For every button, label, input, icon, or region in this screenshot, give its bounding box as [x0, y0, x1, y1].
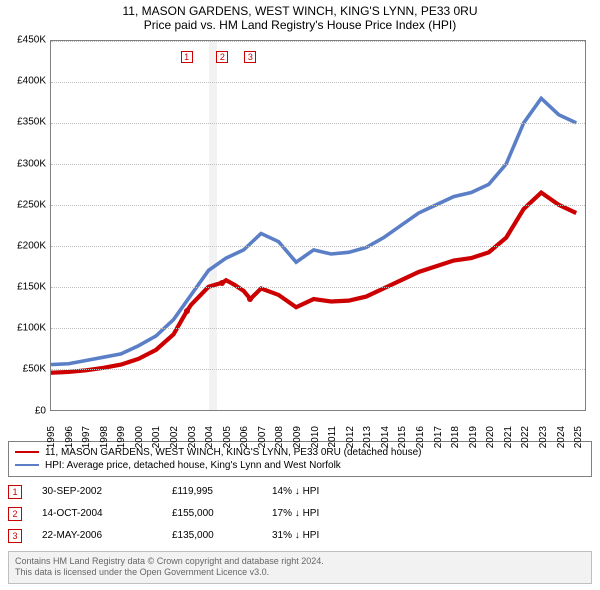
- series-lines: [51, 41, 585, 410]
- sale-number-badge: 2: [8, 507, 22, 521]
- y-tick-label: £100K: [17, 323, 46, 334]
- sale-delta-vs-hpi: 14% ↓ HPI: [272, 486, 392, 497]
- gridline-h: [51, 246, 585, 247]
- sale-marker-label: 2: [216, 51, 228, 63]
- series-line-property: [51, 193, 576, 373]
- x-tick-label: 2007: [257, 426, 268, 448]
- sale-row: 1 30-SEP-2002£119,99514% ↓ HPI: [8, 481, 592, 503]
- y-tick-label: £200K: [17, 240, 46, 251]
- x-tick-label: 2017: [433, 426, 444, 448]
- gridline-h: [51, 41, 585, 42]
- x-tick-label: 2001: [151, 426, 162, 448]
- gridline-h: [51, 328, 585, 329]
- sale-date: 30-SEP-2002: [42, 486, 172, 497]
- x-tick-label: 2005: [222, 426, 233, 448]
- x-tick-label: 1999: [116, 426, 127, 448]
- sale-price: £135,000: [172, 530, 272, 541]
- x-tick-label: 1996: [64, 426, 75, 448]
- x-tick-label: 2015: [397, 426, 408, 448]
- x-tick-label: 2000: [134, 426, 145, 448]
- gridline-h: [51, 205, 585, 206]
- sale-marker-dot: [247, 296, 253, 302]
- x-tick-label: 2019: [468, 426, 479, 448]
- x-tick-label: 2016: [415, 426, 426, 448]
- legend-item: HPI: Average price, detached house, King…: [15, 459, 585, 472]
- x-tick-label: 2011: [327, 426, 338, 448]
- sale-number-badge: 3: [8, 529, 22, 543]
- title-sub: Price paid vs. HM Land Registry's House …: [8, 18, 592, 32]
- title-main: 11, MASON GARDENS, WEST WINCH, KING'S LY…: [8, 4, 592, 18]
- sale-date: 22-MAY-2006: [42, 530, 172, 541]
- sale-marker-dot: [219, 280, 225, 286]
- gridline-h: [51, 123, 585, 124]
- sales-table: 1 30-SEP-2002£119,99514% ↓ HPI 2 14-OCT-200…: [8, 481, 592, 547]
- plot-area: 1 2 3: [50, 40, 586, 411]
- sale-price: £119,995: [172, 486, 272, 497]
- sale-delta-vs-hpi: 17% ↓ HPI: [272, 508, 392, 519]
- footer-attribution: Contains HM Land Registry data © Crown c…: [8, 551, 592, 584]
- x-tick-label: 2014: [380, 426, 391, 448]
- sale-marker-dot: [184, 308, 190, 314]
- sale-price: £155,000: [172, 508, 272, 519]
- gridline-h: [51, 369, 585, 370]
- y-tick-label: £250K: [17, 199, 46, 210]
- chart-area: £0 £50K £100K £150K £200K £250K £300K £350K £400…: [8, 36, 592, 437]
- x-tick-label: 2009: [292, 426, 303, 448]
- x-tick-label: 1998: [99, 426, 110, 448]
- legend-swatch: [15, 451, 39, 453]
- sale-marker-label: 3: [244, 51, 256, 63]
- y-tick-label: £350K: [17, 117, 46, 128]
- legend-swatch: [15, 464, 39, 466]
- y-tick-label: £150K: [17, 282, 46, 293]
- sale-row: 2 14-OCT-2004£155,00017% ↓ HPI: [8, 503, 592, 525]
- sale-delta-vs-hpi: 31% ↓ HPI: [272, 530, 392, 541]
- x-tick-label: 1997: [81, 426, 92, 448]
- legend-label: 11, MASON GARDENS, WEST WINCH, KING'S LY…: [45, 447, 421, 458]
- x-tick-label: 2013: [362, 426, 373, 448]
- chart-container: 11, MASON GARDENS, WEST WINCH, KING'S LY…: [0, 0, 600, 590]
- x-tick-label: 2006: [239, 426, 250, 448]
- titles-block: 11, MASON GARDENS, WEST WINCH, KING'S LY…: [0, 0, 600, 34]
- x-tick-label: 2002: [169, 426, 180, 448]
- x-tick-label: 2010: [310, 426, 321, 448]
- y-tick-label: £400K: [17, 76, 46, 87]
- legend-label: HPI: Average price, detached house, King…: [45, 460, 341, 471]
- x-tick-label: 1995: [46, 426, 57, 448]
- footer-line-1: Contains HM Land Registry data © Crown c…: [15, 556, 585, 568]
- x-axis-ticks: 1995199619971998199920002001200220032004…: [50, 413, 586, 437]
- x-tick-label: 2022: [520, 426, 531, 448]
- sale-number-badge: 1: [8, 485, 22, 499]
- y-tick-label: £50K: [23, 364, 46, 375]
- sale-date: 14-OCT-2004: [42, 508, 172, 519]
- x-tick-label: 2004: [204, 426, 215, 448]
- x-tick-label: 2008: [274, 426, 285, 448]
- x-tick-label: 2012: [345, 426, 356, 448]
- x-tick-label: 2025: [573, 426, 584, 448]
- sale-marker-label: 1: [181, 51, 193, 63]
- footer-line-2: This data is licensed under the Open Gov…: [15, 567, 585, 579]
- x-tick-label: 2018: [450, 426, 461, 448]
- x-tick-label: 2020: [485, 426, 496, 448]
- series-line-hpi: [51, 98, 576, 364]
- gridline-h: [51, 82, 585, 83]
- x-tick-label: 2021: [503, 426, 514, 448]
- x-tick-label: 2003: [187, 426, 198, 448]
- y-tick-label: £0: [35, 405, 46, 416]
- x-tick-label: 2024: [556, 426, 567, 448]
- y-axis-ticks: £0£50K£100K£150K£200K£250K£300K£350K£400…: [8, 40, 48, 411]
- y-tick-label: £450K: [17, 35, 46, 46]
- x-tick-label: 2023: [538, 426, 549, 448]
- y-tick-label: £300K: [17, 158, 46, 169]
- sale-row: 3 22-MAY-2006£135,00031% ↓ HPI: [8, 525, 592, 547]
- gridline-h: [51, 287, 585, 288]
- gridline-h: [51, 164, 585, 165]
